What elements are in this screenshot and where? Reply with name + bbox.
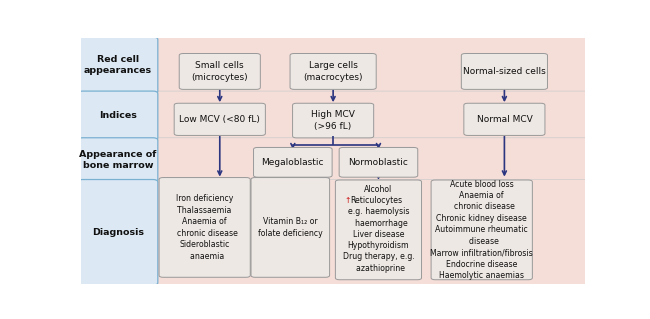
FancyBboxPatch shape bbox=[78, 180, 158, 285]
Text: ↑: ↑ bbox=[344, 196, 351, 205]
Text: Small cells
(microcytes): Small cells (microcytes) bbox=[192, 61, 248, 82]
FancyBboxPatch shape bbox=[159, 178, 250, 277]
FancyBboxPatch shape bbox=[431, 180, 532, 280]
FancyBboxPatch shape bbox=[154, 91, 586, 140]
FancyBboxPatch shape bbox=[464, 103, 545, 136]
FancyBboxPatch shape bbox=[78, 91, 158, 140]
Text: Large cells
(macrocytes): Large cells (macrocytes) bbox=[304, 61, 363, 82]
FancyBboxPatch shape bbox=[179, 54, 261, 89]
Text: Iron deficiency
Thalassaemia
Anaemia of
  chronic disease
Sideroblastic
  anaemi: Iron deficiency Thalassaemia Anaemia of … bbox=[172, 194, 238, 261]
Text: Normal-sized cells: Normal-sized cells bbox=[463, 67, 546, 76]
Text: Appearance of
bone marrow: Appearance of bone marrow bbox=[79, 150, 157, 170]
FancyBboxPatch shape bbox=[154, 37, 586, 93]
Text: High MCV
(>96 fL): High MCV (>96 fL) bbox=[311, 110, 355, 131]
FancyBboxPatch shape bbox=[339, 147, 418, 177]
Text: azathioprine: azathioprine bbox=[352, 264, 406, 273]
Text: Acute blood loss
Anaemia of
  chronic disease
Chronic kidney disease
Autoimmune : Acute blood loss Anaemia of chronic dise… bbox=[430, 180, 533, 280]
Text: Normal MCV: Normal MCV bbox=[476, 115, 532, 124]
Text: Megaloblastic: Megaloblastic bbox=[261, 158, 324, 167]
Text: Hypothyroidism: Hypothyroidism bbox=[348, 241, 410, 250]
FancyBboxPatch shape bbox=[78, 37, 158, 93]
FancyBboxPatch shape bbox=[290, 54, 376, 89]
Text: Drug therapy, e.g.: Drug therapy, e.g. bbox=[343, 252, 415, 261]
Text: e.g. haemolysis: e.g. haemolysis bbox=[348, 207, 410, 216]
FancyBboxPatch shape bbox=[154, 138, 586, 182]
FancyBboxPatch shape bbox=[154, 180, 586, 285]
Text: Alcohol: Alcohol bbox=[365, 185, 393, 194]
FancyBboxPatch shape bbox=[462, 54, 547, 89]
FancyBboxPatch shape bbox=[78, 138, 158, 182]
FancyBboxPatch shape bbox=[335, 180, 422, 280]
Text: Red cell
appearances: Red cell appearances bbox=[84, 55, 152, 75]
FancyBboxPatch shape bbox=[174, 103, 265, 136]
Text: Reticulocytes: Reticulocytes bbox=[350, 196, 402, 205]
Text: Liver disease: Liver disease bbox=[353, 230, 404, 239]
Text: Vitamin B₁₂ or
folate deficiency: Vitamin B₁₂ or folate deficiency bbox=[258, 217, 322, 238]
Text: Diagnosis: Diagnosis bbox=[92, 228, 144, 237]
Text: Normoblastic: Normoblastic bbox=[348, 158, 408, 167]
Text: Low MCV (<80 fL): Low MCV (<80 fL) bbox=[179, 115, 260, 124]
Text: Indices: Indices bbox=[99, 111, 136, 120]
Text: haemorrhage: haemorrhage bbox=[350, 219, 408, 228]
FancyBboxPatch shape bbox=[292, 103, 374, 138]
FancyBboxPatch shape bbox=[251, 178, 330, 277]
FancyBboxPatch shape bbox=[254, 147, 332, 177]
